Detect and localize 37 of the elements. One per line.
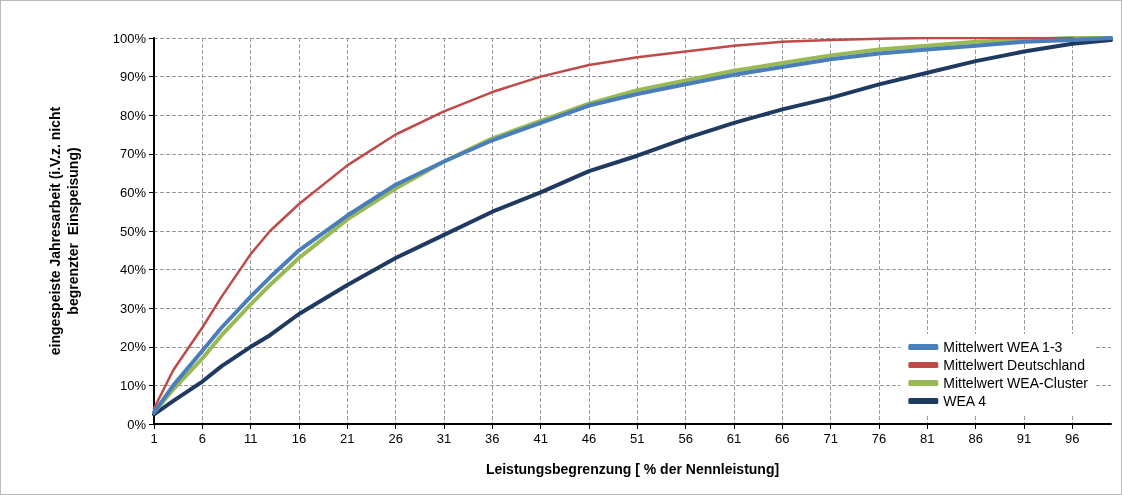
y-tick-label: 10% [119,377,147,393]
x-tick-label: 51 [630,431,645,446]
y-axis-title: eingespeiste Jahresarbeit (i.V.z. nicht begrenzter Einspeisung) [47,106,81,356]
legend-label: Mittelwert WEA-Cluster [943,375,1089,391]
x-tick-label: 76 [871,431,887,446]
legend-label: Mittelwert WEA 1-3 [943,339,1063,355]
legend-label: WEA 4 [943,393,987,409]
x-tick-label: 66 [775,431,790,446]
x-tick-label: 26 [388,431,403,446]
x-tick-label: 86 [968,431,983,446]
x-axis-title: Leistungsbegrenzung [ % der Nennleistung] [485,461,780,477]
y-tick-label: 40% [119,262,147,278]
y-tick-label: 80% [119,107,147,123]
x-tick-label: 61 [726,431,742,446]
x-tick-label: 91 [1016,431,1032,446]
y-tick-label: 50% [119,223,147,239]
y-tick-label: 90% [119,69,147,85]
y-tick-label: 70% [119,146,147,162]
y-tick-label: 100% [112,30,147,46]
x-tick-label: 36 [485,431,500,446]
legend-label: Mittelwert Deutschland [943,357,1085,373]
x-tick-label: 46 [581,431,597,446]
y-tick-label: 20% [119,339,147,355]
x-tick-label: 41 [533,431,548,446]
y-tick-label: 60% [119,184,147,200]
x-tick-label: 11 [243,431,258,446]
x-tick-label: 56 [678,431,693,446]
x-tick-label: 71 [823,431,838,446]
x-tick-label: 81 [920,431,935,446]
x-tick-label: 31 [436,431,452,446]
y-tick-label: 0% [127,416,147,432]
x-tick-label: 1 [150,431,158,446]
y-tick-label: 30% [119,300,147,316]
x-tick-label: 6 [198,431,206,446]
x-tick-label: 16 [291,431,307,446]
x-tick-label: 96 [1065,431,1080,446]
x-tick-label: 21 [340,431,355,446]
